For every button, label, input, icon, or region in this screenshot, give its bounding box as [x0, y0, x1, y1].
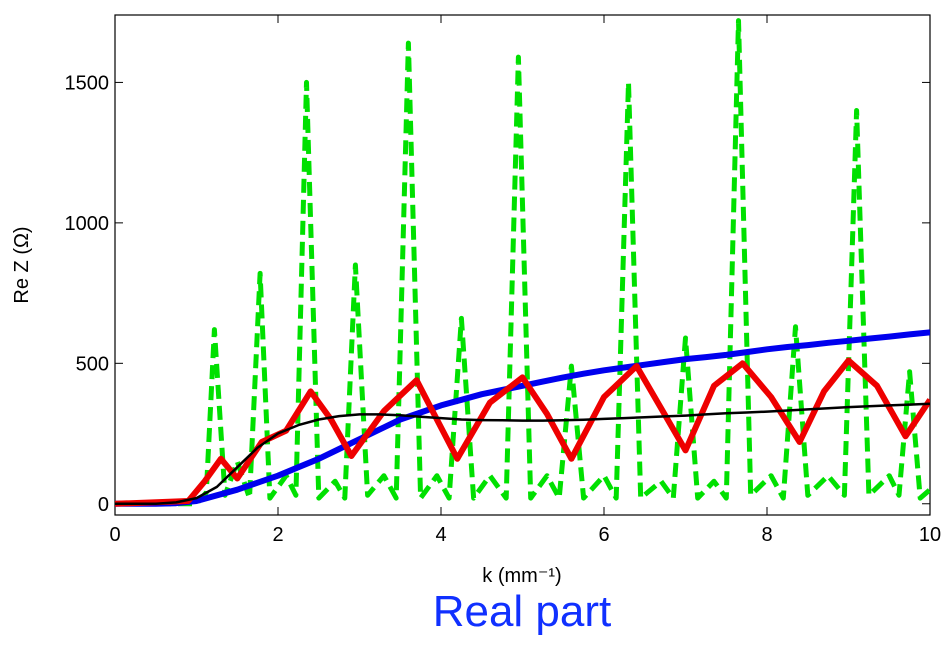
y-tick-label: 1500 [65, 72, 110, 94]
y-tick-label: 1000 [65, 213, 110, 235]
data-line [115, 18, 930, 507]
chart-title: Real part [433, 587, 612, 636]
x-tick-label: 2 [272, 524, 283, 546]
x-tick-label: 6 [598, 524, 609, 546]
plot-frame [114, 14, 931, 516]
y-tick-label: 500 [76, 353, 109, 375]
data-line [115, 357, 930, 507]
y-tick-label: 0 [98, 494, 109, 516]
x-tick-label: 4 [435, 524, 446, 546]
data-line [115, 329, 930, 507]
x-tick-label: 10 [919, 524, 941, 546]
y-axis-label: Re Z (Ω) [11, 226, 33, 303]
x-tick-label: 8 [761, 524, 772, 546]
data-line [115, 402, 930, 506]
x-axis-label: k (mm⁻¹) [482, 565, 561, 587]
x-tick-label: 0 [109, 524, 120, 546]
